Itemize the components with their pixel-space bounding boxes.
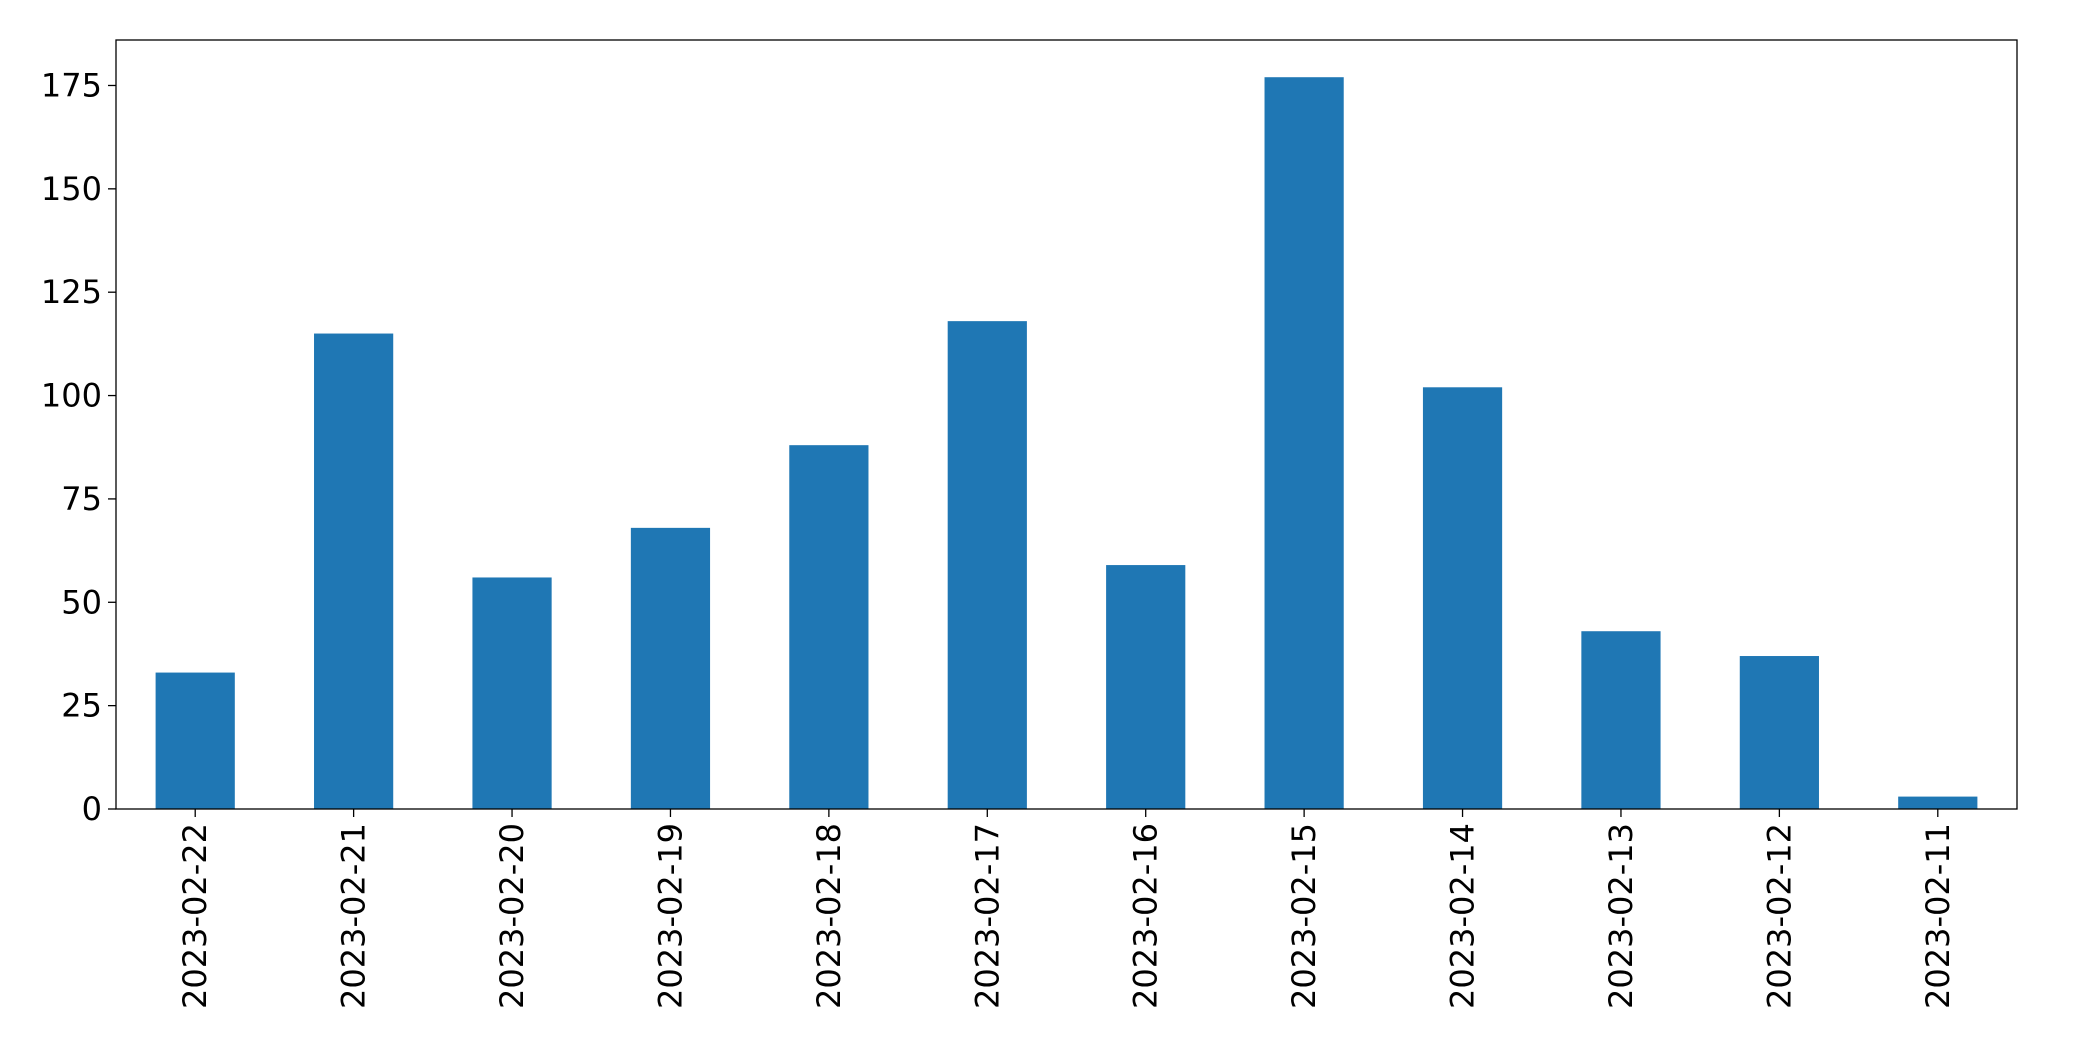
x-tick-label: 2023-02-19 <box>651 823 689 1009</box>
y-tick-label: 100 <box>41 377 102 415</box>
x-tick-label: 2023-02-11 <box>1919 823 1957 1009</box>
bar <box>789 445 869 809</box>
bar <box>1581 631 1661 809</box>
x-tick-label: 2023-02-18 <box>810 823 848 1009</box>
y-tick-label: 175 <box>41 66 102 104</box>
bar <box>947 321 1027 809</box>
x-tick-label: 2023-02-14 <box>1444 823 1482 1009</box>
bar <box>314 333 394 809</box>
bar <box>472 577 552 809</box>
x-tick-label: 2023-02-12 <box>1760 823 1798 1009</box>
y-tick-label: 0 <box>82 790 102 828</box>
axes-frame <box>115 39 2018 810</box>
x-tick-label: 2023-02-16 <box>1127 823 1165 1009</box>
bar <box>1264 77 1344 810</box>
y-tick-label: 50 <box>61 583 102 621</box>
x-tick-label: 2023-02-17 <box>968 823 1006 1009</box>
bar <box>1898 796 1978 809</box>
y-tick-label: 25 <box>61 687 102 725</box>
bar <box>1106 565 1186 809</box>
bar <box>630 527 711 809</box>
x-tick-label: 2023-02-15 <box>1285 823 1323 1009</box>
bar <box>1739 656 1819 809</box>
bar <box>155 672 235 809</box>
x-tick-label: 2023-02-13 <box>1602 823 1640 1009</box>
x-tick-label: 2023-02-20 <box>493 823 531 1009</box>
x-tick-label: 2023-02-21 <box>335 823 373 1009</box>
y-tick-label: 125 <box>41 273 102 311</box>
y-tick-label: 150 <box>41 170 102 208</box>
x-tick-label: 2023-02-22 <box>176 823 214 1009</box>
bar <box>1422 387 1503 809</box>
y-tick-label: 75 <box>61 480 102 518</box>
